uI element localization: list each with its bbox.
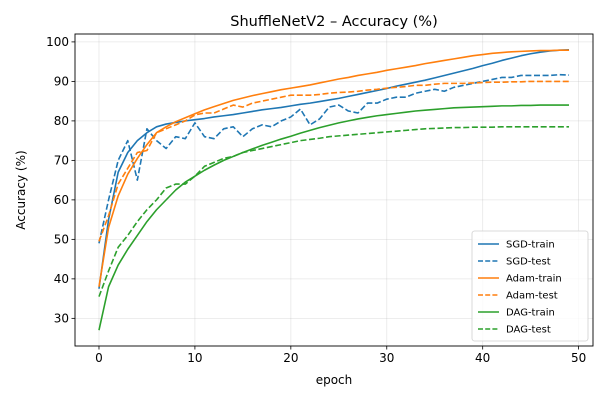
x-axis-label: epoch bbox=[316, 373, 353, 387]
y-axis-ticks: 30 40 50 60 70 80 90 100 bbox=[46, 35, 75, 326]
y-tick-label: 30 bbox=[54, 312, 69, 326]
series-line-sgd-test bbox=[98, 73, 570, 244]
y-tick-label: 80 bbox=[54, 114, 69, 128]
x-tick-label: 0 bbox=[95, 351, 103, 365]
y-tick-label: 100 bbox=[46, 35, 69, 49]
series-line-dag-train bbox=[98, 104, 570, 331]
legend-label-adam-test: Adam-test bbox=[506, 291, 558, 302]
legend-label-sgd-train: SGD-train bbox=[506, 240, 555, 251]
series-line-sgd-train bbox=[98, 49, 570, 289]
y-axis-label: Accuracy (%) bbox=[14, 150, 28, 229]
chart-title: ShuffleNetV2 – Accuracy (%) bbox=[230, 14, 438, 30]
y-tick-label: 60 bbox=[54, 193, 69, 207]
legend-label-adam-train: Adam-train bbox=[506, 274, 562, 285]
y-tick-label: 90 bbox=[54, 75, 69, 89]
y-tick-label: 40 bbox=[54, 272, 69, 286]
legend-label-dag-test: DAG-test bbox=[506, 325, 551, 336]
series-line-adam-train bbox=[98, 49, 570, 287]
y-tick-label: 50 bbox=[54, 233, 69, 247]
x-tick-label: 50 bbox=[571, 351, 586, 365]
x-tick-label: 30 bbox=[379, 351, 394, 365]
series-line-dag-test bbox=[98, 126, 570, 297]
x-tick-label: 10 bbox=[187, 351, 202, 365]
x-tick-label: 40 bbox=[475, 351, 490, 365]
x-axis-ticks: 0 10 20 30 40 50 bbox=[95, 346, 586, 365]
legend-box bbox=[471, 230, 589, 342]
series-layer bbox=[98, 49, 570, 331]
legend-label-sgd-test: SGD-test bbox=[506, 257, 551, 268]
series-line-adam-test bbox=[98, 80, 570, 242]
x-tick-label: 20 bbox=[283, 351, 298, 365]
legend-label-dag-train: DAG-train bbox=[506, 308, 555, 319]
y-tick-label: 70 bbox=[54, 154, 69, 168]
plot-frame bbox=[74, 33, 594, 347]
legend: SGD-train SGD-test Adam-train Adam-test DAG-… bbox=[471, 230, 589, 342]
grid-lines bbox=[75, 34, 593, 346]
